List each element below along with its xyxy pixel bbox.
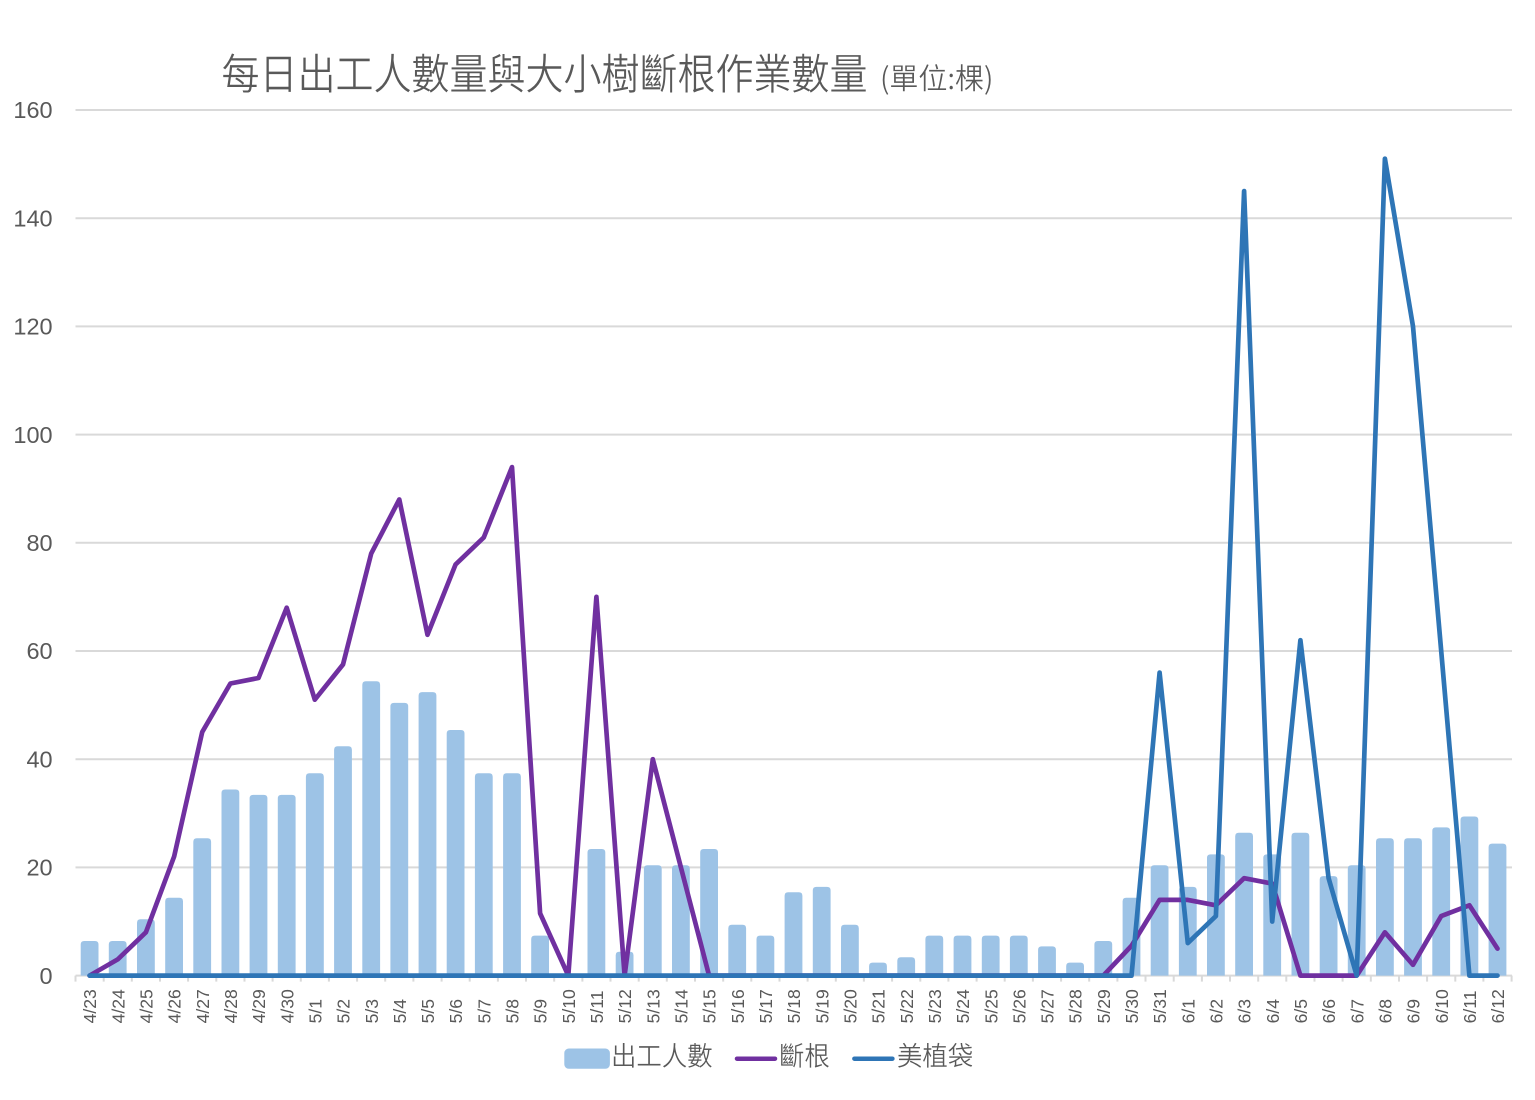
svg-text:6/4: 6/4 [1263,999,1283,1024]
svg-text:60: 60 [26,638,52,664]
svg-text:5/25: 5/25 [981,989,1001,1023]
svg-text:5/13: 5/13 [643,989,663,1023]
svg-text:20: 20 [26,855,52,881]
svg-text:6/6: 6/6 [1319,999,1339,1024]
svg-text:5/5: 5/5 [418,999,438,1024]
svg-text:5/29: 5/29 [1094,989,1114,1023]
svg-text:4/28: 4/28 [221,989,241,1023]
svg-text:5/20: 5/20 [841,989,861,1023]
svg-text:4/26: 4/26 [165,989,185,1023]
svg-text:6/5: 6/5 [1291,999,1311,1024]
svg-text:5/9: 5/9 [531,999,551,1023]
svg-text:5/27: 5/27 [1038,989,1058,1023]
svg-text:140: 140 [13,205,52,231]
svg-text:5/2: 5/2 [334,999,354,1023]
svg-text:4/30: 4/30 [277,989,297,1023]
svg-text:5/3: 5/3 [362,999,382,1024]
svg-text:5/21: 5/21 [869,989,889,1023]
svg-text:5/26: 5/26 [1009,989,1029,1023]
svg-text:40: 40 [26,746,52,772]
svg-text:5/16: 5/16 [728,989,748,1023]
svg-text:6/2: 6/2 [1207,999,1227,1023]
svg-text:4/29: 4/29 [249,989,269,1023]
svg-text:6/7: 6/7 [1347,999,1367,1023]
svg-text:5/14: 5/14 [672,989,692,1023]
svg-text:6/3: 6/3 [1235,999,1255,1024]
svg-text:5/19: 5/19 [812,989,832,1023]
svg-text:0: 0 [40,963,53,989]
svg-text:5/12: 5/12 [615,989,635,1023]
svg-text:100: 100 [13,422,52,448]
svg-text:5/30: 5/30 [1122,989,1142,1023]
svg-text:6/11: 6/11 [1460,990,1480,1023]
svg-text:6/1: 6/1 [1178,999,1198,1023]
svg-text:4/23: 4/23 [80,989,100,1023]
svg-text:80: 80 [26,530,52,556]
svg-text:5/22: 5/22 [897,989,917,1023]
svg-text:120: 120 [13,314,52,340]
svg-text:5/24: 5/24 [953,989,973,1023]
svg-text:160: 160 [13,97,52,123]
svg-text:6/10: 6/10 [1432,989,1452,1023]
svg-text:6/9: 6/9 [1404,999,1424,1023]
svg-text:5/17: 5/17 [756,989,776,1023]
svg-text:6/12: 6/12 [1488,989,1508,1023]
svg-text:5/1: 5/1 [305,999,325,1023]
svg-text:5/6: 5/6 [446,999,466,1024]
svg-text:5/15: 5/15 [700,989,720,1023]
svg-text:5/18: 5/18 [784,989,804,1023]
svg-text:5/7: 5/7 [474,999,494,1023]
svg-text:4/25: 4/25 [137,989,157,1023]
svg-text:5/23: 5/23 [925,989,945,1023]
svg-text:5/4: 5/4 [390,999,410,1024]
svg-text:4/27: 4/27 [193,989,213,1023]
svg-text:6/8: 6/8 [1376,999,1396,1024]
svg-text:5/11: 5/11 [587,990,607,1023]
svg-text:5/28: 5/28 [1066,989,1086,1023]
svg-text:4/24: 4/24 [108,989,128,1023]
svg-text:5/8: 5/8 [503,999,523,1024]
svg-text:5/31: 5/31 [1150,989,1170,1023]
svg-text:5/10: 5/10 [559,989,579,1023]
